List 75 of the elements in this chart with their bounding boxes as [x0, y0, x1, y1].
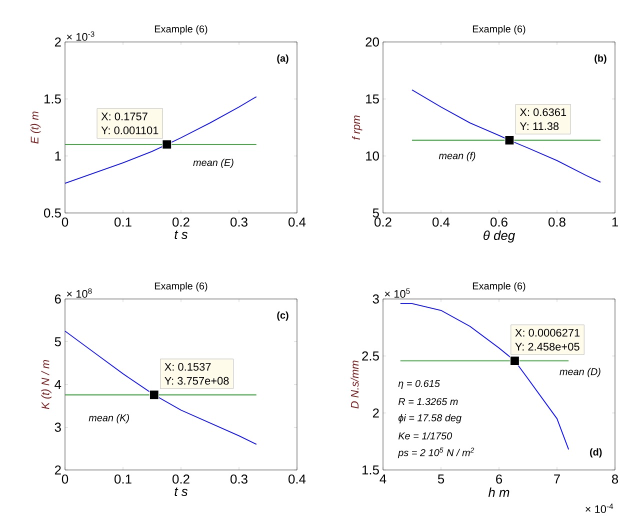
x-tick-label: 0.3	[230, 218, 248, 227]
x-tick-label: 0.2	[172, 474, 190, 484]
x-tick-label: 0.4	[288, 218, 306, 227]
chart-title: Example (6)	[472, 282, 526, 292]
x-tick-label: 0	[62, 218, 68, 227]
annotation: η = 0.615	[398, 380, 440, 389]
y-tick-label: 2	[54, 465, 61, 475]
series-label: mean (K)	[88, 414, 129, 424]
x-tick-label: 4	[380, 474, 386, 484]
annotation: Y: 3.757e+08	[164, 376, 229, 385]
annotation: X: 0.6361	[520, 108, 566, 116]
y-tick-label: 1	[55, 152, 61, 160]
annotation: (c)	[277, 311, 288, 321]
y-axis-title: f rpm	[352, 116, 362, 140]
x-tick-label: 0	[62, 474, 68, 484]
y-tick-label: 3	[54, 422, 61, 432]
line-series	[412, 89, 601, 183]
text: × 10$^{8}$	[66, 288, 92, 298]
x-tick-label: 0.2	[374, 218, 392, 227]
x-tick-label: 0.1	[114, 218, 132, 227]
x-tick-label: 0.6	[490, 218, 508, 227]
y-tick-label: 1.5	[44, 94, 61, 104]
x-tick-label: 5	[438, 474, 444, 484]
y-axis-title: K (t) N / m	[41, 360, 52, 410]
x-tick-label: 0.2	[172, 218, 190, 227]
y-tick-label: 5	[372, 208, 379, 218]
y-tick-label: 0.5	[44, 208, 61, 218]
x-tick-label: 1	[612, 218, 618, 226]
x-axis-title: h m	[488, 488, 510, 497]
y-tick-label: 6	[54, 294, 61, 304]
x-tick-label: 6	[496, 474, 502, 484]
x-tick-label: 0.3	[230, 474, 248, 484]
annotation: R = 1.3265 m	[398, 398, 458, 406]
annotation: X: 0.1757	[101, 112, 148, 120]
chart-title: Example (6)	[154, 282, 208, 292]
y-tick-label: 4	[54, 380, 62, 389]
x-axis-title: θ deg	[484, 230, 515, 243]
text: × 10$^{5}$	[384, 288, 410, 298]
series-label: mean (f)	[438, 152, 476, 162]
annotation: X: 0.1537	[164, 362, 211, 371]
annotation: Y: 2.458e+05	[515, 342, 580, 351]
y-tick-label: 3	[372, 294, 379, 304]
annotation: (a)	[277, 54, 288, 64]
x-tick-label: 8	[612, 474, 618, 484]
annotation: Y: 11.38	[520, 122, 559, 130]
x-axis-title: t s	[174, 488, 188, 496]
y-tick-label: 2.5	[362, 351, 379, 361]
y-axis-title: E (t) m	[30, 112, 41, 144]
x-tick-label: 0.4	[288, 474, 306, 484]
series-label: mean (E)	[193, 158, 234, 168]
annotation: ps = 2 10$^{5}$ N / m$^{2}$	[398, 448, 474, 458]
y-tick-label: 10	[366, 151, 379, 161]
x-tick-label: 0.4	[432, 218, 450, 227]
annotation: Ke = 1/1750	[398, 432, 452, 440]
x-tick-label: 7	[554, 474, 560, 484]
series-label: mean (D)	[560, 368, 600, 378]
y-tick-label: 20	[366, 37, 379, 47]
y-tick-label: 5	[54, 337, 61, 346]
x-axis-title: t s	[174, 230, 188, 240]
x-tick-label: 0.1	[114, 474, 132, 484]
y-tick-label: 2	[54, 37, 61, 47]
annotation: (b)	[594, 54, 606, 64]
text: × 10$^{-3}$	[66, 31, 94, 41]
y-tick-label: 2	[372, 408, 379, 418]
y-tick-label: 1.5	[362, 465, 379, 474]
annotation: X: 0.0006271	[515, 328, 580, 337]
text: × 10$^{-4}$	[586, 504, 614, 514]
annotation: (d)	[590, 448, 602, 458]
chart-title: Example (6)	[472, 25, 526, 34]
annotation: ϕi = 17.58 deg	[398, 414, 462, 424]
chart-title: Example (6)	[154, 25, 208, 34]
annotation: Y: 0.001101	[101, 126, 158, 134]
y-axis-title: D N.s/mm	[350, 360, 359, 408]
x-tick-label: 0.8	[548, 218, 566, 227]
y-tick-label: 15	[366, 94, 379, 104]
